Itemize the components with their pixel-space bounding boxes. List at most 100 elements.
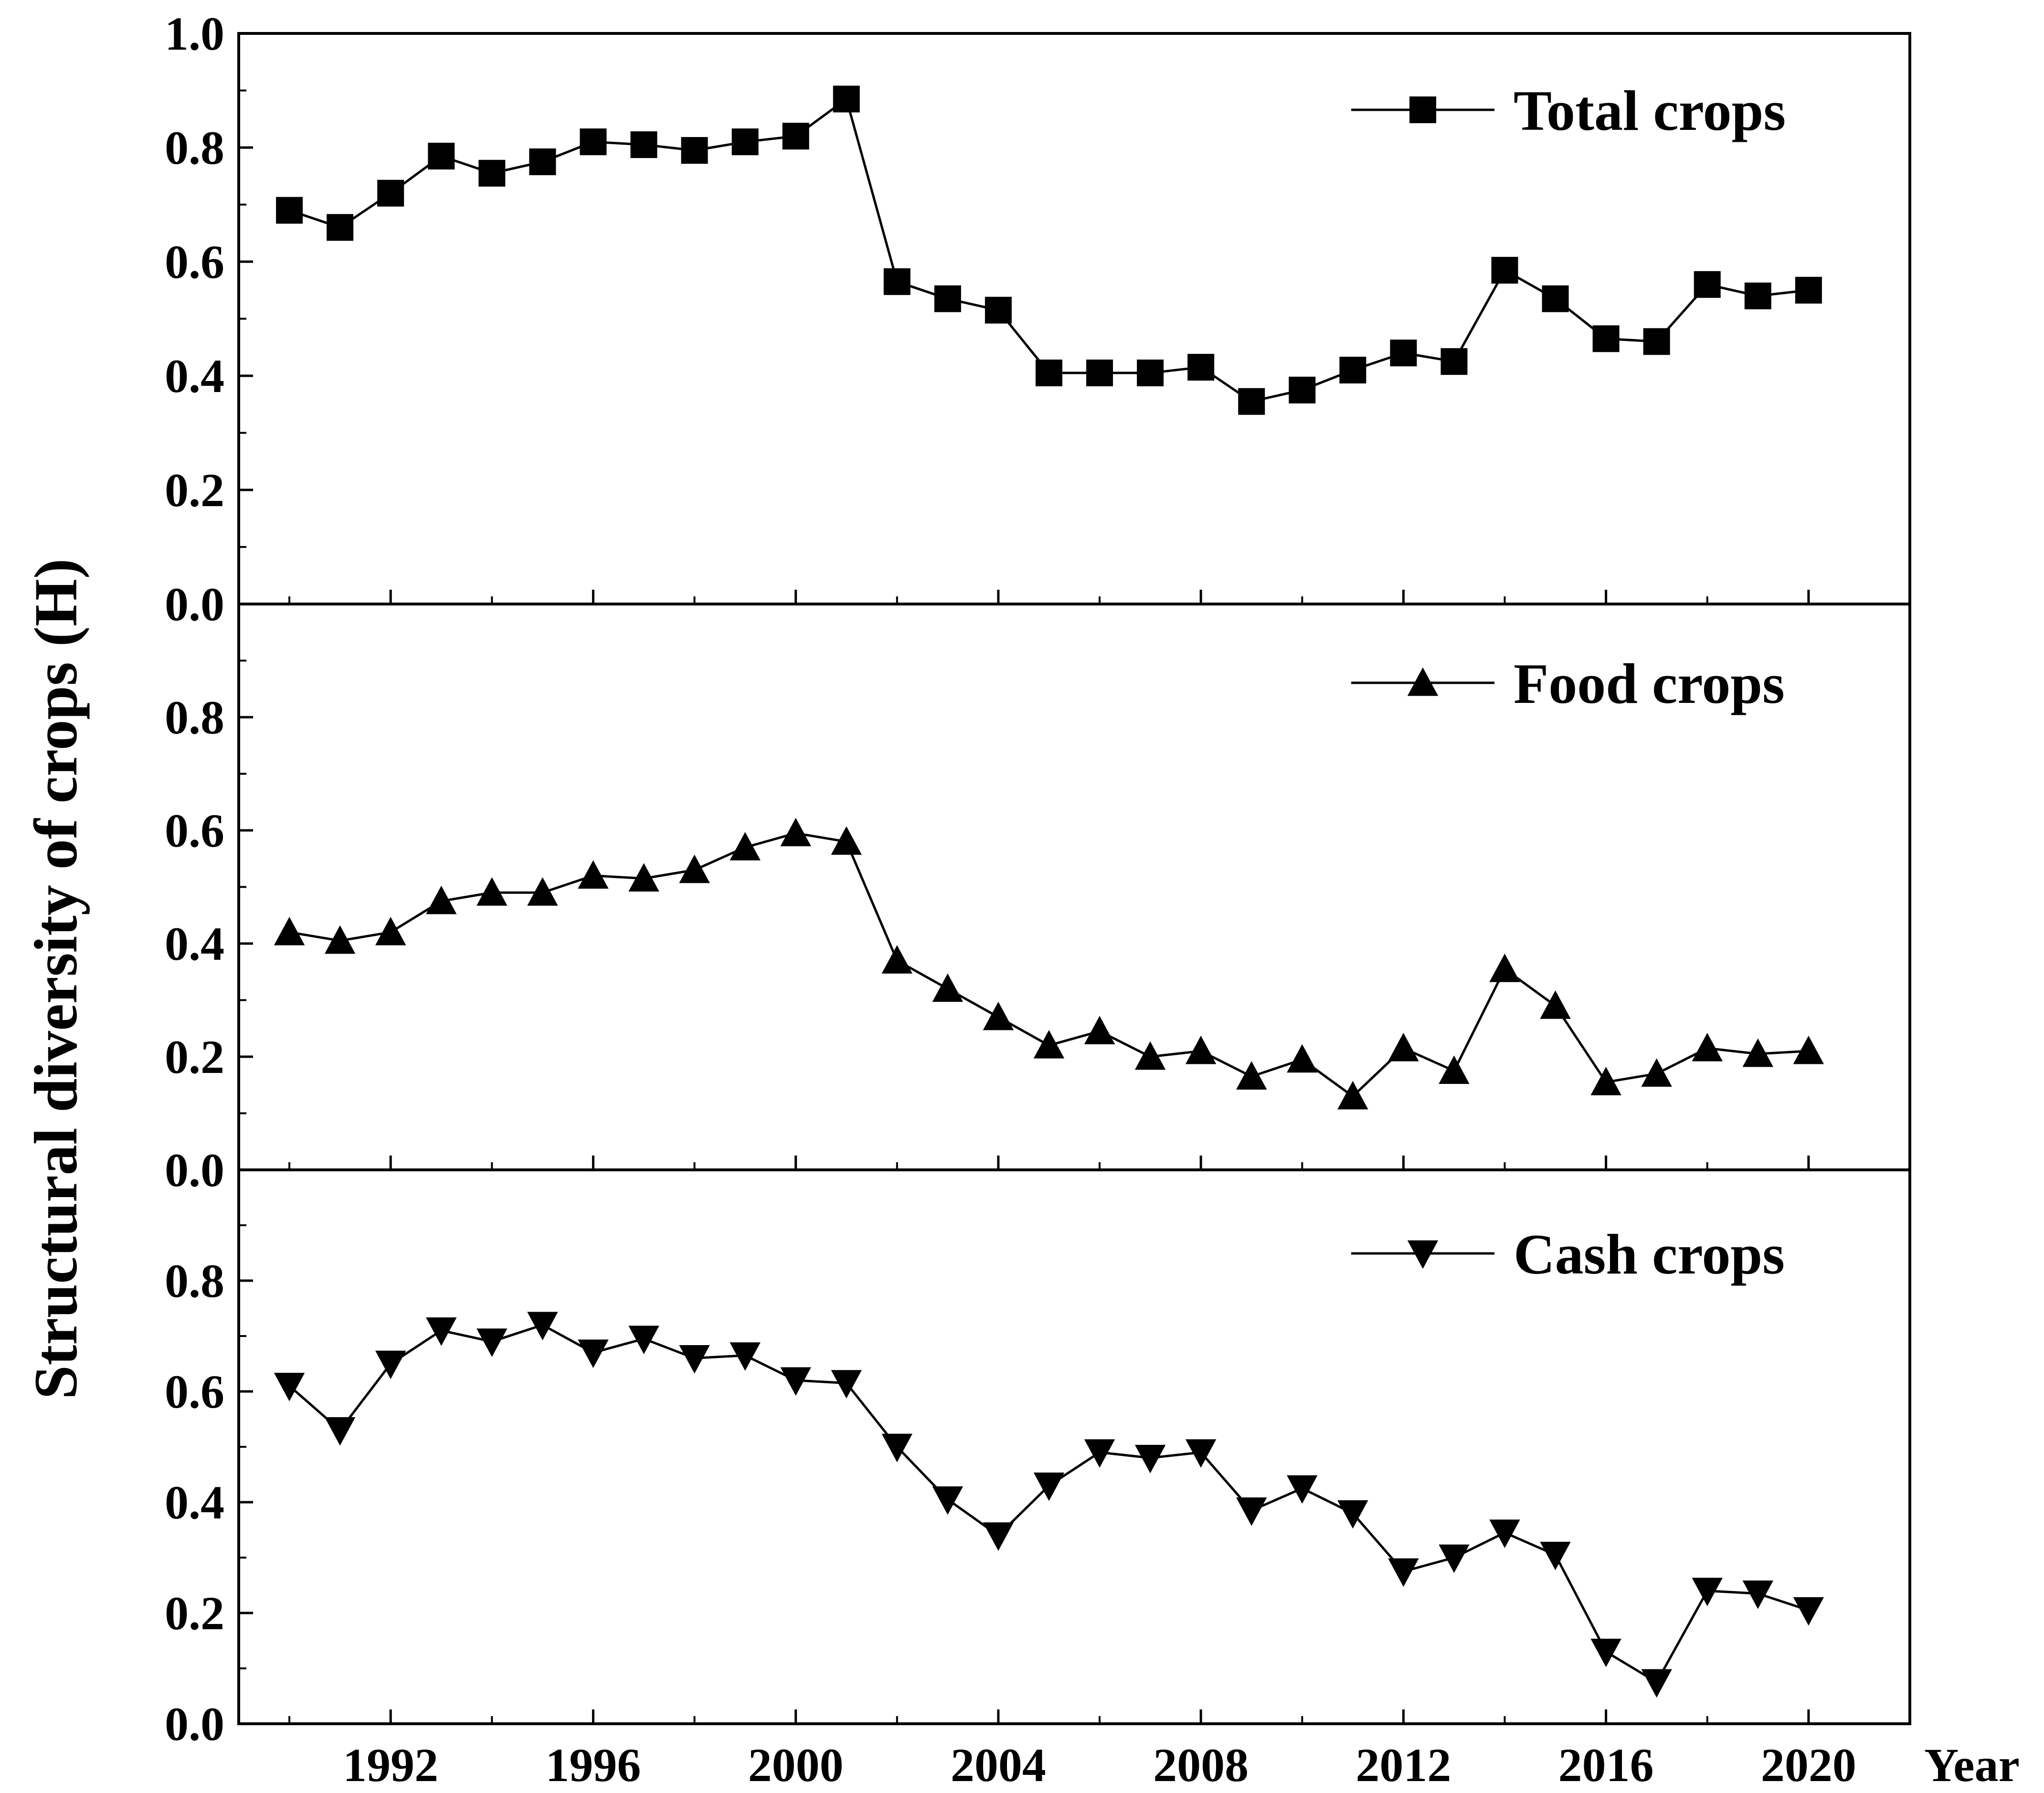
data-point bbox=[1287, 1044, 1318, 1073]
legend-marker bbox=[1407, 667, 1439, 696]
data-point bbox=[1643, 328, 1670, 355]
x-tick-label: 2020 bbox=[1761, 1739, 1856, 1792]
y-axis-title: Structural diversity of crops (H) bbox=[22, 559, 90, 1400]
y-tick-label: 0.6 bbox=[165, 235, 224, 288]
data-point bbox=[679, 854, 710, 883]
data-point bbox=[983, 1522, 1014, 1551]
data-point bbox=[1337, 1500, 1368, 1529]
data-point bbox=[1337, 1081, 1368, 1110]
data-point bbox=[679, 1345, 710, 1374]
y-tick-label: 1.0 bbox=[165, 7, 224, 60]
y-tick-label: 0.6 bbox=[165, 1365, 224, 1418]
data-point bbox=[1238, 388, 1265, 415]
data-point bbox=[1033, 1472, 1065, 1501]
data-point bbox=[1187, 354, 1215, 381]
data-point bbox=[1339, 357, 1366, 384]
data-point bbox=[1641, 1669, 1672, 1698]
data-point bbox=[1540, 990, 1571, 1019]
data-point bbox=[730, 832, 761, 860]
y-tick-label: 0.0 bbox=[165, 578, 224, 631]
x-tick-label: 2016 bbox=[1558, 1739, 1654, 1792]
data-point bbox=[1592, 325, 1620, 352]
data-point bbox=[375, 917, 406, 945]
data-point bbox=[477, 877, 508, 906]
y-tick-label: 0.2 bbox=[165, 1587, 224, 1640]
data-point bbox=[681, 137, 708, 164]
data-point bbox=[985, 297, 1012, 324]
y-tick-label: 0.4 bbox=[165, 1476, 224, 1529]
data-point bbox=[1236, 1061, 1267, 1090]
data-point bbox=[1742, 1581, 1774, 1609]
legend-marker bbox=[1409, 96, 1436, 123]
data-point bbox=[1185, 1035, 1217, 1064]
data-point bbox=[628, 1326, 659, 1354]
data-point bbox=[1742, 1038, 1774, 1067]
data-point bbox=[1795, 276, 1822, 304]
data-point bbox=[1491, 256, 1518, 284]
x-tick-label: 2008 bbox=[1153, 1739, 1249, 1792]
data-point bbox=[1692, 1033, 1723, 1061]
data-point bbox=[477, 1328, 508, 1357]
data-point bbox=[1289, 376, 1316, 403]
data-point bbox=[630, 131, 657, 159]
data-point bbox=[1287, 1475, 1318, 1504]
panel-cash-crops: 0.0 0.2 0.4 0.6 0.8 Cash crops bbox=[165, 1168, 1911, 1751]
data-point bbox=[1390, 340, 1417, 367]
data-point bbox=[1793, 1035, 1824, 1064]
y-tick-label: 0.8 bbox=[165, 691, 224, 744]
y-tick-label: 0.4 bbox=[165, 350, 224, 403]
data-point bbox=[327, 214, 354, 241]
data-point bbox=[731, 128, 759, 156]
data-point bbox=[1035, 360, 1062, 387]
data-point bbox=[831, 826, 862, 855]
data-point bbox=[934, 285, 961, 312]
data-point bbox=[375, 1350, 406, 1379]
data-point bbox=[1134, 1041, 1166, 1070]
data-point bbox=[274, 917, 305, 945]
data-point bbox=[527, 1312, 558, 1340]
data-point bbox=[782, 123, 809, 150]
data-point bbox=[428, 142, 455, 170]
data-point bbox=[1542, 285, 1569, 312]
data-point bbox=[780, 1367, 811, 1396]
y-tick-label: 0.8 bbox=[165, 121, 224, 174]
data-point bbox=[1793, 1597, 1824, 1626]
data-point bbox=[1440, 348, 1468, 375]
data-point bbox=[1236, 1497, 1267, 1526]
data-point bbox=[377, 180, 404, 207]
data-point bbox=[1489, 954, 1520, 982]
series-line bbox=[288, 1324, 1809, 1684]
data-point bbox=[580, 128, 607, 156]
data-point bbox=[1489, 1519, 1520, 1548]
x-tick-label: 1996 bbox=[545, 1739, 641, 1792]
data-point bbox=[527, 877, 558, 906]
data-point bbox=[1439, 1544, 1470, 1573]
y-tick-label: 0.0 bbox=[165, 1144, 224, 1197]
legend-label: Total crops bbox=[1514, 79, 1786, 142]
data-point bbox=[983, 1001, 1014, 1030]
panel-food-crops: 0.0 0.2 0.4 0.6 0.8 Food crops bbox=[165, 603, 1911, 1197]
data-point bbox=[628, 863, 659, 892]
data-point bbox=[1134, 1444, 1166, 1474]
data-point bbox=[833, 85, 860, 113]
data-point bbox=[831, 1370, 862, 1399]
data-point bbox=[932, 973, 964, 1002]
data-point bbox=[881, 945, 912, 974]
data-point bbox=[1084, 1439, 1115, 1468]
data-point bbox=[529, 148, 556, 175]
panel-total-crops: 0.0 0.2 0.4 0.6 0.8 1.0 Total crops bbox=[165, 7, 1911, 631]
data-point bbox=[1641, 1058, 1672, 1087]
data-point bbox=[1086, 360, 1113, 387]
series-line bbox=[289, 97, 1809, 403]
data-point bbox=[1439, 1055, 1470, 1084]
data-point bbox=[578, 1339, 609, 1368]
x-tick-label: 1992 bbox=[343, 1739, 438, 1792]
data-point bbox=[1692, 1578, 1723, 1606]
y-tick-label: 0.2 bbox=[165, 464, 224, 517]
legend-label: Cash crops bbox=[1514, 1222, 1785, 1286]
y-tick-label: 0.2 bbox=[165, 1030, 224, 1083]
data-point bbox=[881, 1433, 912, 1463]
data-point bbox=[578, 860, 609, 889]
y-tick-label: 0.8 bbox=[165, 1254, 224, 1307]
